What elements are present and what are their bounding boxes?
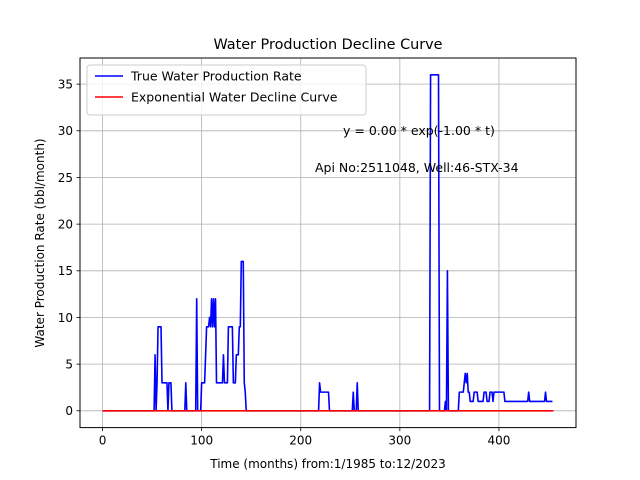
series-layer xyxy=(102,74,554,412)
x-tick-label: 0 xyxy=(99,434,107,448)
legend-label-true-rate: True Water Production Rate xyxy=(130,69,302,84)
legend-box xyxy=(86,64,367,116)
series-line-0 xyxy=(102,74,553,412)
y-tick-label: 30 xyxy=(58,124,73,138)
chart-title: Water Production Decline Curve xyxy=(213,37,442,53)
y-tick-label: 35 xyxy=(58,77,73,91)
y-axis-label: Water Production Rate (bbl/month) xyxy=(33,138,47,347)
y-tick-label: 10 xyxy=(58,311,73,325)
x-axis-ticks: 0 100 200 300 400 xyxy=(99,427,510,448)
legend-label-exponential: Exponential Water Decline Curve xyxy=(131,90,338,105)
x-tick-label: 300 xyxy=(388,434,411,448)
y-tick-label: 20 xyxy=(58,217,73,231)
y-axis-ticks: 0 5 10 15 20 25 30 35 xyxy=(58,77,80,418)
x-tick-label: 400 xyxy=(487,434,510,448)
y-tick-label: 5 xyxy=(65,357,73,371)
x-tick-label: 200 xyxy=(289,434,312,448)
well-annotation: Api No:2511048, Well:46-STX-34 xyxy=(315,160,519,175)
x-axis-label: Time (months) from:1/1985 to:12/2023 xyxy=(209,457,446,471)
equation-annotation: y = 0.00 * exp(-1.00 * t) xyxy=(343,123,495,138)
legend: True Water Production Rate Exponential W… xyxy=(86,64,367,116)
y-tick-label: 0 xyxy=(65,404,73,418)
grid xyxy=(80,58,576,428)
plot-frame xyxy=(79,57,577,429)
y-tick-label: 25 xyxy=(58,171,73,185)
y-tick-label: 15 xyxy=(58,264,73,278)
x-tick-label: 100 xyxy=(190,434,213,448)
